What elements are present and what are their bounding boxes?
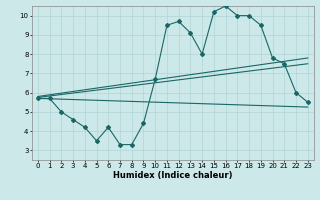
X-axis label: Humidex (Indice chaleur): Humidex (Indice chaleur)	[113, 171, 233, 180]
